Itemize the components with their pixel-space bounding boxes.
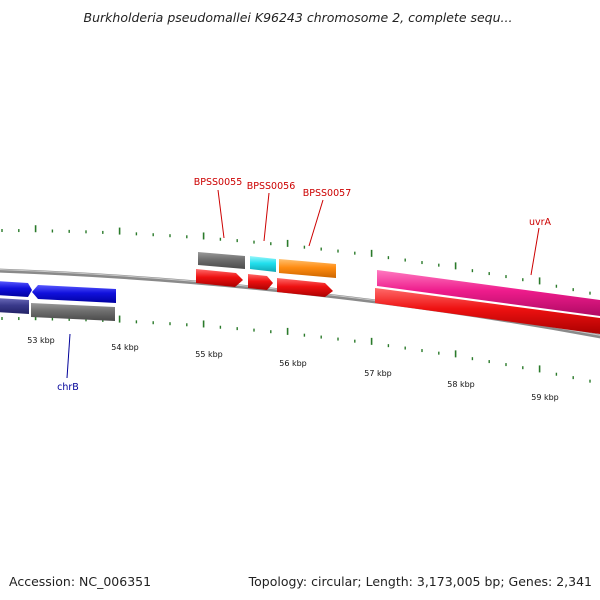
- leader-bpss0057: [308, 199, 324, 247]
- gc-skew-track-outer: [1, 225, 591, 295]
- chromosome-backbone-highlight: [0, 269, 600, 336]
- leader-bpss0056: [263, 192, 270, 242]
- gene-label-chrb[interactable]: chrB: [57, 382, 79, 393]
- cds-bpss0056[interactable]: [248, 274, 273, 290]
- map-title: Burkholderia pseudomallei K96243 chromos…: [84, 10, 513, 25]
- topology-summary: Topology: circular; Length: 3,173,005 bp…: [248, 574, 592, 589]
- scale-label-55kbp: 55 kbp: [195, 350, 223, 359]
- gene-navy[interactable]: [0, 298, 29, 314]
- gc-skew-track-inner: [1, 313, 591, 383]
- leader-chrb: [66, 333, 71, 379]
- scale-label-57kbp: 57 kbp: [364, 369, 392, 378]
- gene-label-uvra[interactable]: uvrA: [529, 217, 552, 228]
- cds-uvra[interactable]: [375, 288, 600, 334]
- gene-label-bpss0056[interactable]: BPSS0056: [247, 181, 295, 192]
- gene-uvra-magenta[interactable]: [377, 270, 600, 316]
- gene-blue-2[interactable]: [32, 285, 116, 303]
- accession-text: Accession: NC_006351: [9, 574, 151, 589]
- cds-bpss0057[interactable]: [277, 278, 333, 297]
- gene-label-bpss0055[interactable]: BPSS0055: [194, 177, 242, 188]
- scale-label-53kbp: 53 kbp: [27, 336, 55, 345]
- leader-uvra: [530, 227, 540, 276]
- gene-chrb-gray[interactable]: [31, 303, 115, 321]
- gene-bpss0055-gray[interactable]: [198, 252, 245, 269]
- gene-blue-1[interactable]: [0, 281, 32, 297]
- gene-bpss0056-cyan[interactable]: [250, 256, 276, 272]
- gene-bpss0057-orange[interactable]: [279, 259, 336, 278]
- scale-label-59kbp: 59 kbp: [531, 393, 559, 402]
- scale-label-58kbp: 58 kbp: [447, 380, 475, 389]
- cds-bpss0055[interactable]: [196, 269, 243, 287]
- scale-label-54kbp: 54 kbp: [111, 343, 139, 352]
- leader-bpss0055: [217, 189, 225, 239]
- gene-label-bpss0057[interactable]: BPSS0057: [303, 188, 351, 199]
- scale-label-56kbp: 56 kbp: [279, 359, 307, 368]
